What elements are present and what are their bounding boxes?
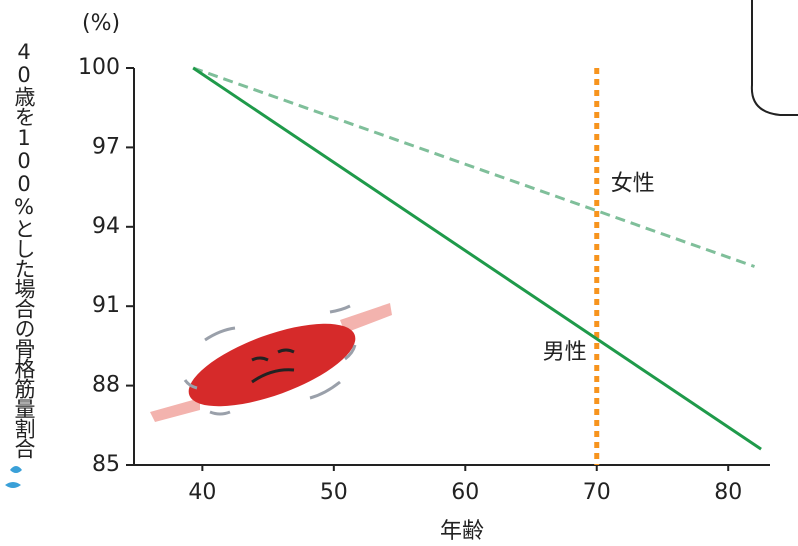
series-line — [193, 68, 754, 267]
y-tick-label: 91 — [92, 293, 120, 318]
x-tick-label: 80 — [714, 480, 742, 505]
x-tick-label: 70 — [583, 480, 611, 505]
y-tick-label: 88 — [92, 373, 120, 398]
x-tick-label: 40 — [188, 480, 216, 505]
y-tick-label: 85 — [92, 452, 120, 477]
x-tick-label: 60 — [451, 480, 479, 505]
callout-box — [752, 0, 798, 115]
x-tick-label: 50 — [320, 480, 348, 505]
series-label: 男性 — [543, 340, 587, 365]
y-tick-label: 100 — [78, 55, 120, 80]
y-axis-label: 40歳を100%とした場合の骨格筋量割合 — [12, 40, 36, 458]
chart: (%) 年齢 85 88 91 94 97 100 40 50 60 70 80 女性男性 — [0, 0, 798, 546]
x-axis-label: 年齢 — [440, 519, 484, 544]
page: (%) 年齢 85 88 91 94 97 100 40 50 60 70 80 女性男性 40歳を1… — [0, 0, 798, 546]
y-tick-label: 94 — [92, 214, 120, 239]
muscle-illustration — [150, 303, 392, 423]
y-tick-label: 97 — [92, 134, 120, 159]
sweat-drops — [5, 466, 22, 488]
y-unit: (%) — [82, 11, 120, 36]
series-label: 女性 — [611, 172, 655, 197]
